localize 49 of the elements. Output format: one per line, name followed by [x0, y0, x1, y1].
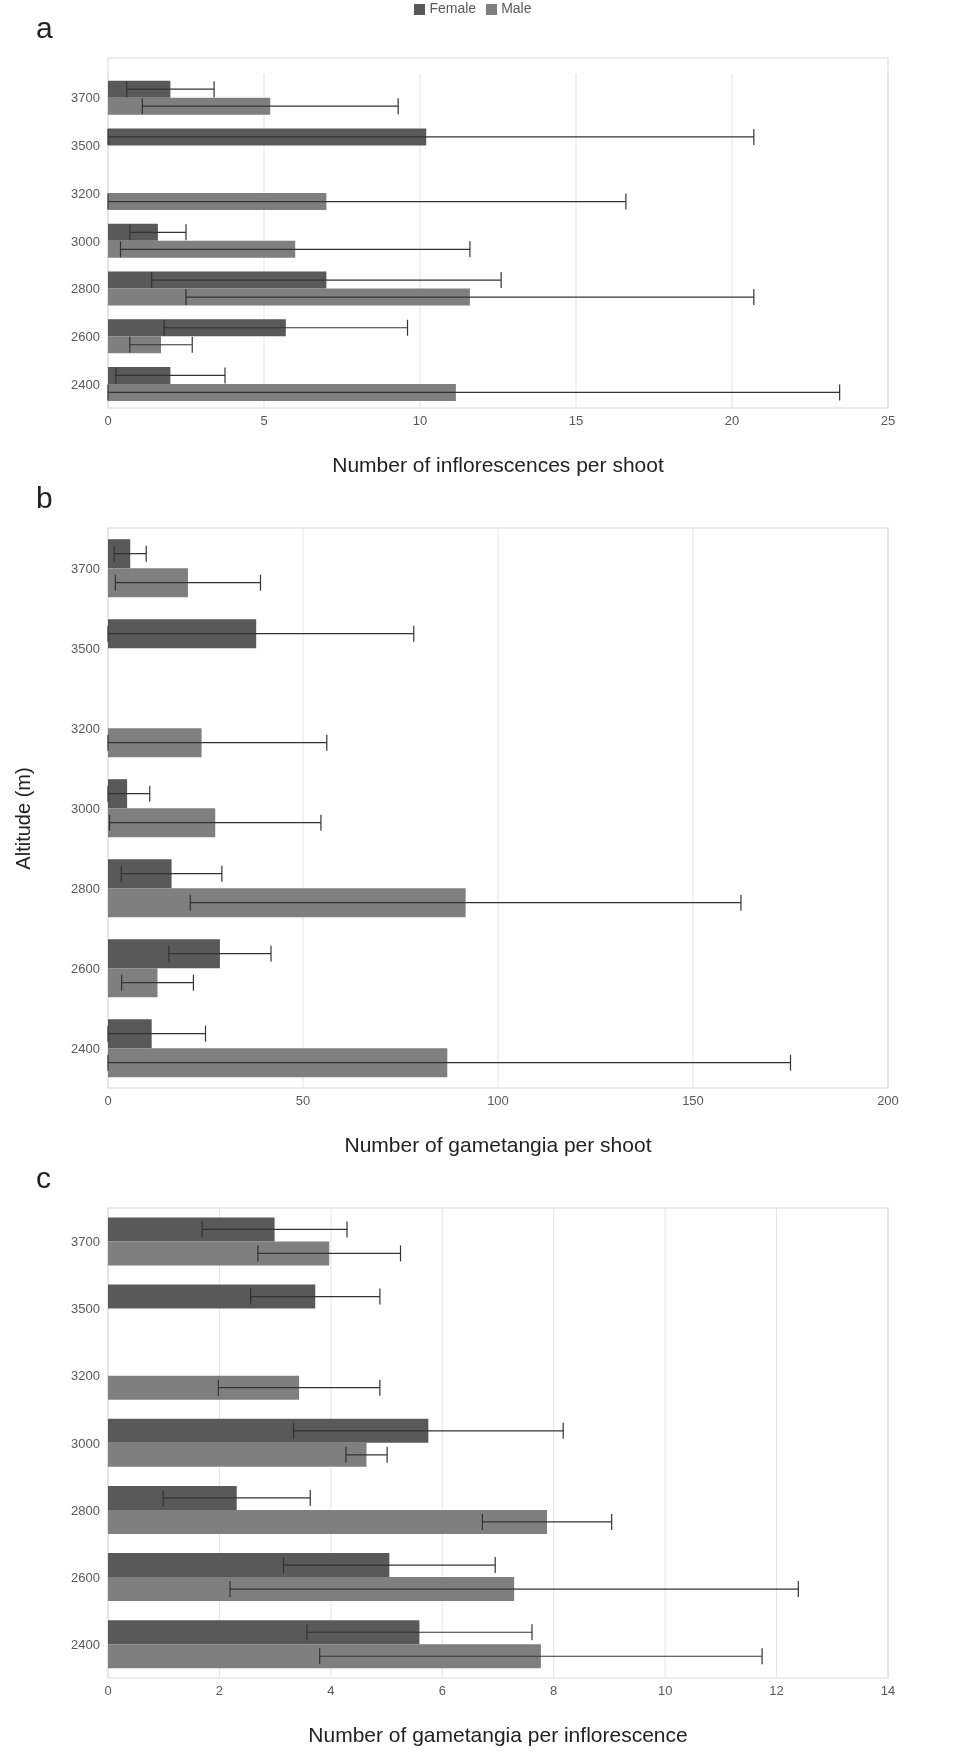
x-tick-label: 50 — [295, 1093, 311, 1109]
x-tick-label: 6 — [438, 1683, 446, 1699]
x-tick-label: 0 — [104, 1093, 112, 1109]
x-tick-label: 10 — [657, 1683, 673, 1699]
y-tick-label: 3200 — [71, 1368, 100, 1384]
x-tick-label: 15 — [568, 413, 584, 429]
x-axis-title: Number of gametangia per inflorescence — [308, 1723, 688, 1746]
y-tick-label: 2400 — [71, 376, 100, 392]
x-tick-label: 0 — [104, 413, 112, 429]
y-tick-label: 2600 — [71, 1569, 100, 1585]
x-tick-label: 14 — [880, 1683, 896, 1699]
y-axis-title: Altitude (m) — [11, 766, 35, 870]
y-tick-label: 3700 — [71, 1234, 100, 1250]
x-tick-label: 100 — [487, 1093, 509, 1109]
x-axis-title: Number of gametangia per shoot — [344, 1133, 652, 1156]
x-tick-label: 0 — [104, 1683, 112, 1699]
x-tick-label: 25 — [880, 413, 896, 429]
y-tick-label: 3200 — [71, 720, 100, 736]
y-tick-label: 3000 — [71, 1435, 100, 1451]
y-tick-label: 2600 — [71, 329, 100, 345]
legend-label: Male — [501, 0, 532, 16]
legend-label: Female — [429, 0, 477, 16]
y-tick-label: 3000 — [71, 800, 100, 816]
y-tick-label: 3000 — [71, 233, 100, 249]
y-tick-label: 2800 — [71, 880, 100, 896]
y-tick-label: 3200 — [71, 185, 100, 201]
y-tick-label: 3500 — [71, 640, 100, 656]
x-axis-title: Number of inflorescences per shoot — [332, 453, 664, 476]
y-tick-label: 2600 — [71, 960, 100, 976]
y-tick-label: 3700 — [71, 90, 100, 106]
chart-title: b — [35, 480, 54, 516]
x-tick-label: 12 — [769, 1683, 784, 1699]
y-tick-label: 2400 — [71, 1040, 100, 1056]
y-tick-label: 2400 — [71, 1637, 100, 1653]
y-tick-label: 2800 — [71, 281, 100, 297]
y-tick-label: 3500 — [71, 138, 100, 154]
x-tick-label: 2 — [215, 1683, 224, 1699]
x-tick-label: 10 — [412, 413, 428, 429]
x-tick-label: 5 — [260, 413, 268, 429]
y-tick-label: 3700 — [71, 560, 100, 576]
x-tick-label: 4 — [327, 1683, 335, 1699]
chart-title: c — [35, 1160, 52, 1196]
x-tick-label: 150 — [682, 1093, 704, 1109]
y-tick-label: 2800 — [71, 1502, 100, 1518]
chart-title: a — [36, 11, 53, 44]
y-tick-label: 3500 — [71, 1301, 100, 1317]
x-tick-label: 200 — [877, 1093, 899, 1109]
x-tick-label: 20 — [724, 413, 740, 429]
x-tick-label: 8 — [550, 1683, 558, 1699]
